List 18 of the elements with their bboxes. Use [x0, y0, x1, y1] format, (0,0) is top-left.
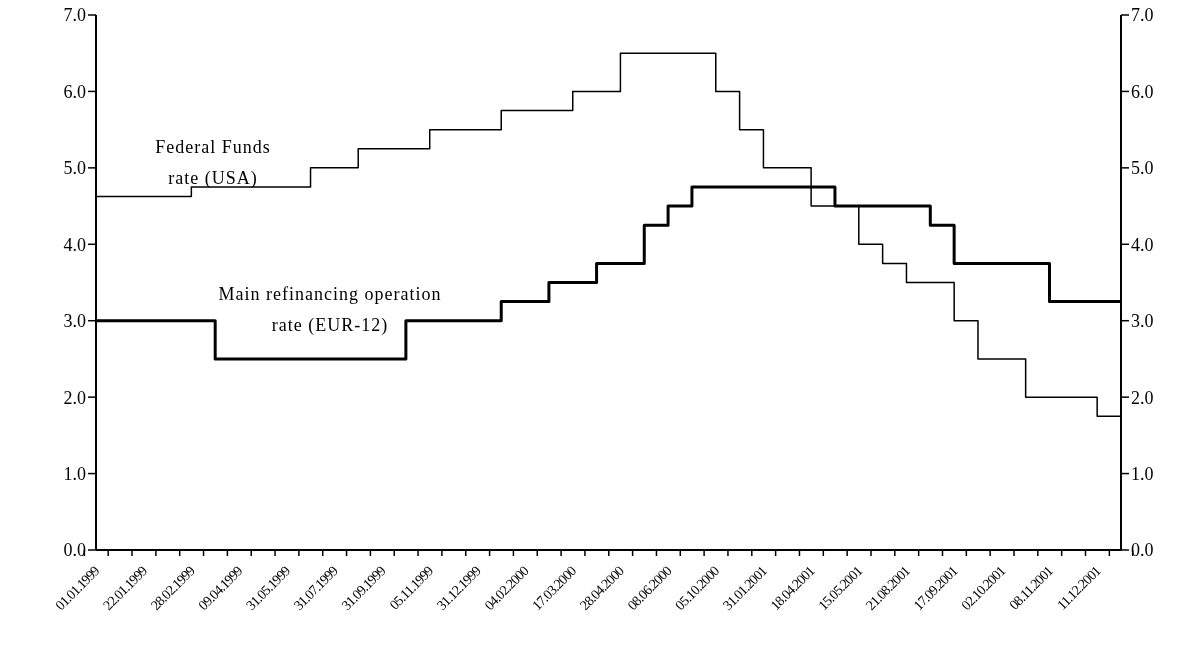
y2-tick-label: 1.0 — [1131, 463, 1154, 484]
y2-tick-label: 5.0 — [1131, 158, 1154, 179]
y-tick-label: 4.0 — [63, 234, 86, 255]
y2-tick-label: 6.0 — [1131, 81, 1154, 102]
y-tick-label: 7.0 — [63, 5, 86, 26]
y-tick-label: 5.0 — [63, 158, 86, 179]
y-tick-label: 0.0 — [63, 540, 86, 561]
y2-tick-label: 4.0 — [1131, 234, 1154, 255]
series-label: Federal Funds rate (USA) — [155, 137, 271, 189]
y2-tick-label: 2.0 — [1131, 387, 1154, 408]
series-label: Main refinancing operation rate (EUR-12) — [218, 284, 442, 336]
y2-tick-label: 0.0 — [1131, 540, 1154, 561]
y-tick-label: 1.0 — [63, 463, 86, 484]
y-tick-label: 2.0 — [63, 387, 86, 408]
y-tick-label: 3.0 — [63, 311, 86, 332]
y2-tick-label: 3.0 — [1131, 311, 1154, 332]
y2-tick-label: 7.0 — [1131, 5, 1154, 26]
y-tick-label: 6.0 — [63, 81, 86, 102]
